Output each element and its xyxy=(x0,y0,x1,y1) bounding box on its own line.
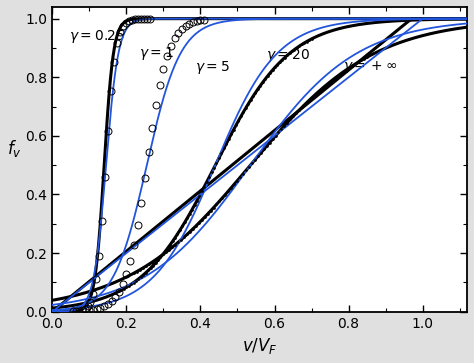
Text: $\gamma=+\infty$: $\gamma=+\infty$ xyxy=(343,59,397,75)
X-axis label: $v/V_F$: $v/V_F$ xyxy=(242,336,277,356)
Text: $\gamma=20$: $\gamma=20$ xyxy=(266,46,310,64)
Text: $\gamma=5$: $\gamma=5$ xyxy=(195,59,230,76)
Y-axis label: $f_v$: $f_v$ xyxy=(7,138,22,159)
Text: $\gamma=0.25$: $\gamma=0.25$ xyxy=(69,28,125,45)
Text: $\gamma=1$: $\gamma=1$ xyxy=(139,45,174,62)
